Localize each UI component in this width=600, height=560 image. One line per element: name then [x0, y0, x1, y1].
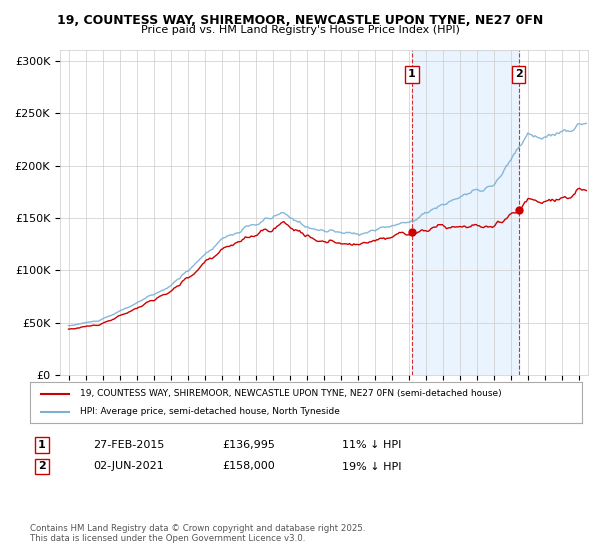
Text: 2: 2 [38, 461, 46, 472]
Bar [412, 50, 518, 375]
Text: 11% ↓ HPI: 11% ↓ HPI [342, 440, 401, 450]
Text: 19, COUNTESS WAY, SHIREMOOR, NEWCASTLE UPON TYNE, NE27 0FN: 19, COUNTESS WAY, SHIREMOOR, NEWCASTLE U… [57, 14, 543, 27]
Text: 1: 1 [408, 69, 416, 80]
Text: 1: 1 [38, 440, 46, 450]
Text: HPI: Average price, semi-detached house, North Tyneside: HPI: Average price, semi-detached house,… [80, 407, 340, 416]
Text: 27-FEB-2015: 27-FEB-2015 [93, 440, 164, 450]
Text: Contains HM Land Registry data © Crown copyright and database right 2025.
This d: Contains HM Land Registry data © Crown c… [30, 524, 365, 543]
Text: 02-JUN-2021: 02-JUN-2021 [93, 461, 164, 472]
Text: Price paid vs. HM Land Registry's House Price Index (HPI): Price paid vs. HM Land Registry's House … [140, 25, 460, 35]
Text: 19% ↓ HPI: 19% ↓ HPI [342, 461, 401, 472]
Text: 19, COUNTESS WAY, SHIREMOOR, NEWCASTLE UPON TYNE, NE27 0FN (semi-detached house): 19, COUNTESS WAY, SHIREMOOR, NEWCASTLE U… [80, 389, 502, 398]
Text: £158,000: £158,000 [222, 461, 275, 472]
Text: £136,995: £136,995 [222, 440, 275, 450]
Text: 2: 2 [515, 69, 523, 80]
